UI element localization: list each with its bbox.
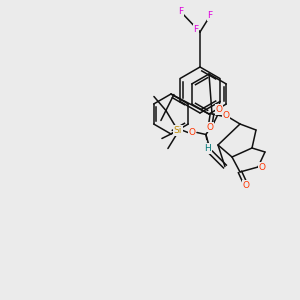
Text: O: O	[215, 105, 222, 114]
Text: F: F	[207, 11, 213, 20]
Text: F: F	[194, 25, 199, 34]
Text: O: O	[223, 112, 230, 121]
Text: H: H	[205, 144, 211, 153]
Text: O: O	[188, 128, 195, 137]
Text: O: O	[242, 181, 250, 190]
Text: O: O	[259, 163, 266, 172]
Text: F: F	[178, 8, 184, 16]
Text: Si: Si	[174, 126, 182, 135]
Text: O: O	[206, 122, 214, 131]
